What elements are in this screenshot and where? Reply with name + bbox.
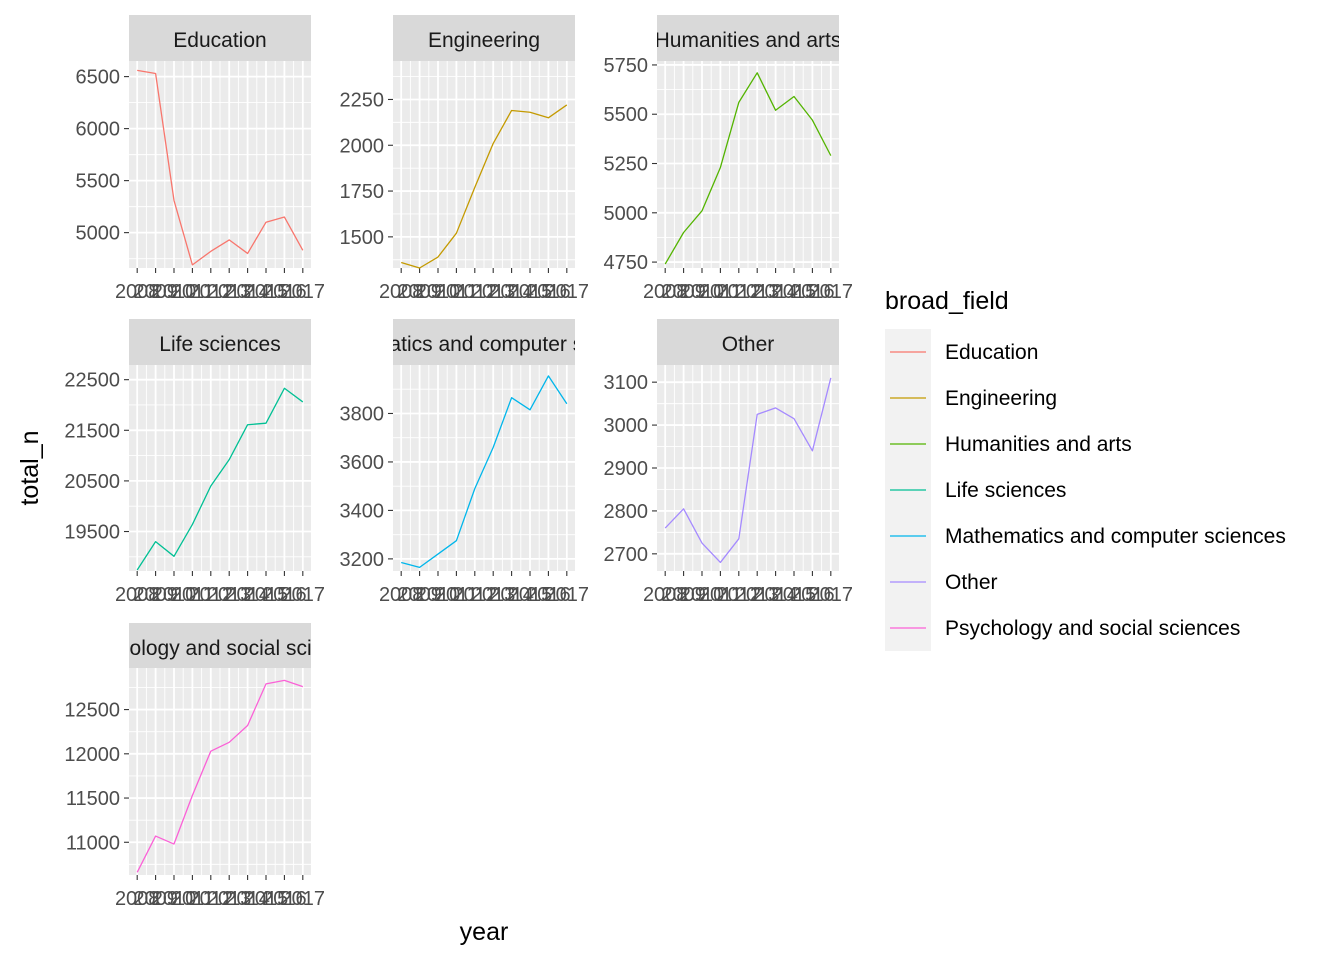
facet-strip-label: Humanities and arts [655, 29, 842, 52]
facet-strip-label: Education [173, 29, 266, 52]
y-tick-label: 5000 [76, 223, 121, 245]
legend-label: Other [945, 571, 998, 594]
y-tick-label: 1500 [340, 227, 385, 249]
y-tick-label: 11500 [66, 788, 120, 810]
legend-item-mathematics-and-computer-sciences: Mathematics and computer sciences [890, 525, 1286, 548]
legend-label: Mathematics and computer sciences [945, 525, 1286, 548]
legend-label: Psychology and social sciences [945, 617, 1240, 640]
y-tick-label: 5000 [604, 203, 649, 225]
y-tick-label: 4750 [604, 252, 649, 274]
y-tick-label: 2800 [604, 501, 649, 523]
y-tick-label: 20500 [64, 471, 120, 493]
facet-panels: Education5000550060006500200820092010201… [64, 15, 853, 910]
y-tick-label: 21500 [64, 420, 120, 442]
legend-label: Life sciences [945, 479, 1066, 502]
x-tick-label: 2017 [545, 584, 590, 606]
y-tick-label: 5750 [604, 55, 649, 77]
y-tick-label: 2900 [604, 458, 649, 480]
panel-psychology-and-social-sciences: Psychology and social sciences 11000 11500… [64, 623, 367, 910]
legend-title: broad_field [885, 287, 1009, 315]
legend-item-psychology-and-social-sciences: Psychology and social sciences [890, 617, 1240, 640]
y-tick-label: 5500 [76, 171, 121, 193]
y-tick-label: 6500 [76, 67, 121, 89]
panel-other: Other27002800290030003100200820092010201… [604, 319, 854, 606]
legend-label: Engineering [945, 387, 1057, 410]
x-tick-label: 2017 [545, 281, 590, 303]
y-tick-label: 3400 [340, 500, 385, 522]
y-tick-label: 12000 [64, 744, 120, 766]
y-tick-label: 3200 [340, 549, 385, 571]
legend-label: Education [945, 341, 1038, 364]
y-tick-label: 1750 [340, 181, 385, 203]
y-tick-label: 19500 [64, 522, 120, 544]
y-tick-label: 6000 [76, 119, 121, 141]
x-tick-label: 2017 [809, 281, 854, 303]
y-tick-label: 3600 [340, 452, 385, 474]
y-tick-label: 5500 [604, 104, 649, 126]
facet-strip-label: Other [722, 333, 775, 356]
x-tick-label: 2017 [281, 888, 326, 910]
panel-humanities-and-arts: Humanities and arts 4750 5000 5250 5500 5750 2… [604, 15, 854, 303]
y-tick-label: 2250 [340, 89, 385, 111]
y-axis-title: total_n [16, 430, 44, 505]
panel-education: Education5000550060006500200820092010201… [76, 15, 326, 303]
y-tick-label: 2700 [604, 544, 649, 566]
x-tick-label: 2017 [809, 584, 854, 606]
facet-strip-label: Psychology and social sciences [72, 637, 367, 660]
y-tick-label: 3000 [604, 415, 649, 437]
facet-strip-label: Life sciences [159, 333, 280, 356]
y-tick-label: 5250 [604, 154, 649, 176]
y-tick-label: 2000 [340, 135, 385, 157]
x-tick-label: 2017 [281, 584, 326, 606]
x-axis-title: year [460, 918, 509, 946]
y-tick-label: 22500 [64, 370, 120, 392]
legend: broad_field Education Engineering Humaniti… [885, 287, 1286, 651]
y-tick-label: 3100 [604, 372, 649, 394]
y-tick-label: 3800 [340, 403, 385, 425]
facet-strip-label: Mathematics and computer sciences [314, 333, 655, 356]
facet-strip-label: Engineering [428, 29, 540, 52]
legend-label: Humanities and arts [945, 433, 1132, 456]
y-tick-label: 11000 [66, 832, 120, 854]
y-tick-label: 12500 [64, 700, 120, 722]
panel-engineering: Engineering15001750200022502008200920102… [340, 15, 590, 303]
x-tick-label: 2017 [281, 281, 326, 303]
panel-life-sciences: Life sciences195002050021500225002008200… [64, 319, 325, 606]
